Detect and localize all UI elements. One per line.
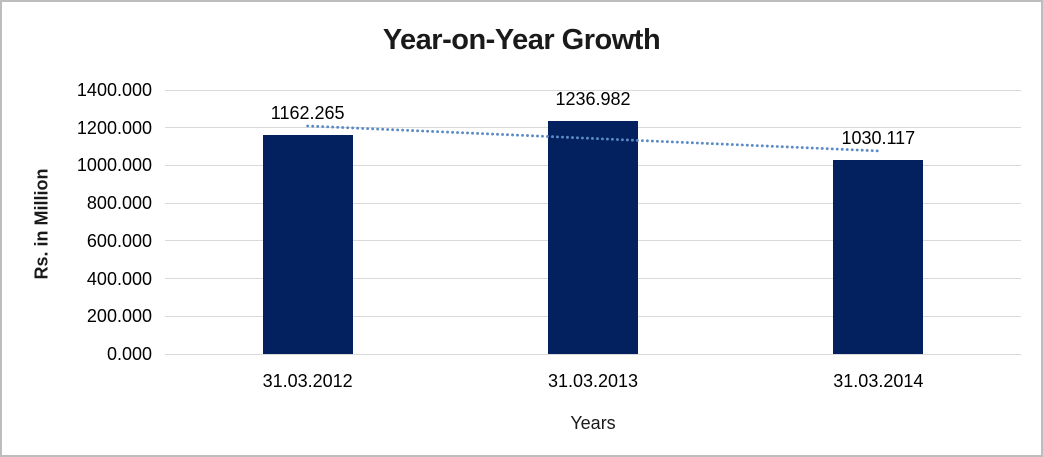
y-tick-label: 1400.000 (76, 80, 152, 100)
y-tick-label: 1200.000 (76, 117, 152, 138)
chart-title: Year-on-Year Growth (382, 24, 661, 56)
bar-data-label: 1236.982 (555, 88, 631, 109)
y-tick-label: 200.000 (86, 306, 152, 327)
x-tick-label: 31.03.2014 (833, 371, 924, 391)
bar (262, 134, 353, 354)
y-tick-label: 1000.000 (76, 155, 152, 176)
y-tick-label: 0.000 (106, 344, 152, 364)
x-tick-label: 31.03.2013 (547, 371, 639, 391)
y-tick-label: 400.000 (86, 268, 152, 289)
y-tick-label: 800.000 (86, 193, 152, 214)
x-tick-label: 31.03.2012 (262, 371, 353, 391)
bar-data-label: 1030.117 (841, 127, 916, 148)
bar (548, 120, 638, 354)
gridline (165, 353, 1021, 355)
gridline (165, 89, 1021, 91)
bar (833, 159, 924, 354)
y-tick-label: 600.000 (86, 230, 152, 251)
x-axis-title: Years (570, 413, 616, 433)
y-axis-title: Rs. in Million (31, 168, 52, 280)
bar-data-label: 1162.265 (270, 102, 345, 123)
